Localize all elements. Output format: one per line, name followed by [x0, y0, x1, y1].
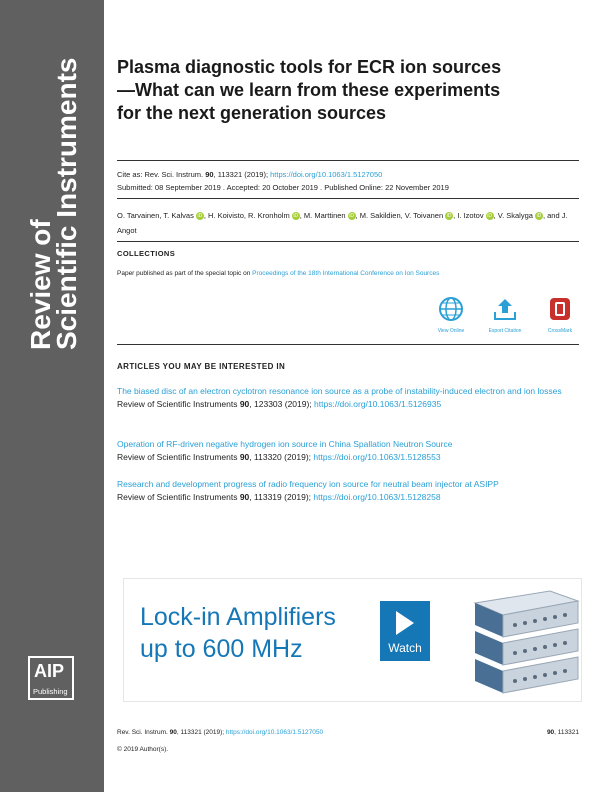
- export-icon: [494, 299, 516, 320]
- authors: O. Tarvainen, T. Kalvas iD, H. Koivisto, …: [117, 208, 579, 238]
- journal-name: Review of Scientific Instruments: [25, 20, 82, 350]
- collections-text: Paper published as part of the special t…: [117, 270, 439, 277]
- tools-divider: [117, 344, 579, 345]
- collections-link[interactable]: Proceedings of the 18th International Co…: [252, 270, 440, 277]
- lock-in-amplifier-device-image: [473, 590, 580, 694]
- logo-sub-text: Publishing: [33, 687, 68, 696]
- author-text: , and J. Angot: [117, 211, 568, 235]
- dates-divider: [117, 198, 579, 199]
- publication-dates: Submitted: 08 September 2019 . Accepted:…: [117, 183, 449, 192]
- footer-journal: Rev. Sci. Instrum.: [117, 729, 170, 736]
- footer-page-ref: 90, 113321: [547, 729, 579, 736]
- author-text: , I. Izotov: [453, 211, 484, 220]
- related-article-ref: Review of Scientific Instruments 90, 113…: [117, 451, 579, 464]
- crossmark-label: CrossMark: [547, 328, 573, 334]
- ref-volume: 90: [239, 492, 250, 502]
- related-article-ref: Review of Scientific Instruments 90, 123…: [117, 398, 579, 411]
- author-text: , V. Skalyga: [493, 211, 533, 220]
- watch-button[interactable]: Watch: [380, 601, 430, 661]
- orcid-icon[interactable]: iD: [445, 212, 454, 221]
- ref-rest: , 113320 (2019);: [249, 452, 314, 462]
- ref-journal: Review of Scientific Instruments: [117, 492, 240, 502]
- related-heading: ARTICLES YOU MAY BE INTERESTED IN: [117, 362, 286, 371]
- journal-name-line2: Scientific Instruments: [51, 57, 82, 350]
- crossmark-button[interactable]: CrossMark: [540, 296, 580, 334]
- cite-label: Cite as: Rev. Sci. Instrum.: [117, 170, 206, 179]
- orcid-icon[interactable]: iD: [534, 212, 543, 221]
- collections-heading: COLLECTIONS: [117, 249, 176, 258]
- export-citation-button[interactable]: Export Citation: [485, 296, 525, 334]
- author-text: , M. Marttinen: [299, 211, 346, 220]
- ad-headline-line2: up to 600 MHz: [140, 635, 303, 663]
- author-text: , H. Koivisto, R. Kronholm: [203, 211, 290, 220]
- ref-rest: , 123303 (2019);: [249, 399, 315, 409]
- globe-icon: [439, 297, 463, 321]
- footer-rest: , 113321 (2019);: [176, 729, 226, 736]
- logo-main-text: AIP: [34, 661, 65, 681]
- footer-citation: Rev. Sci. Instrum. 90, 113321 (2019); ht…: [117, 729, 323, 736]
- cite-as: Cite as: Rev. Sci. Instrum. 90, 113321 (…: [117, 170, 382, 179]
- ref-volume: 90: [239, 452, 250, 462]
- orcid-icon[interactable]: iD: [485, 212, 494, 221]
- article-title: Plasma diagnostic tools for ECR ion sour…: [117, 57, 502, 123]
- export-citation-label: Export Citation: [488, 328, 522, 334]
- author-text: , M. Sakildien, V. Toivanen: [355, 211, 444, 220]
- orcid-icon[interactable]: iD: [291, 212, 300, 221]
- view-online-label: View Online: [437, 328, 465, 334]
- footer-right-rest: , 113321: [554, 729, 579, 736]
- ref-doi-link[interactable]: https://doi.org/10.1063/1.5126935: [314, 399, 442, 409]
- related-article-ref: Review of Scientific Instruments 90, 113…: [117, 491, 579, 504]
- ref-doi-link[interactable]: https://doi.org/10.1063/1.5128553: [313, 452, 441, 462]
- cite-rest: , 113321 (2019);: [213, 170, 271, 179]
- crossmark-icon: [550, 298, 570, 320]
- aip-publishing-logo[interactable]: AIP Publishing: [28, 656, 74, 700]
- ref-volume: 90: [239, 399, 250, 409]
- ref-journal: Review of Scientific Instruments: [117, 452, 240, 462]
- footer-volume: 90: [169, 729, 177, 736]
- related-article-title[interactable]: Research and development progress of rad…: [117, 479, 499, 489]
- ref-journal: Review of Scientific Instruments: [117, 399, 240, 409]
- related-article-title[interactable]: The biased disc of an electron cyclotron…: [117, 386, 562, 396]
- view-online-button[interactable]: View Online: [431, 296, 471, 334]
- ad-headline-line1: Lock-in Amplifiers: [140, 603, 336, 631]
- cite-doi-link[interactable]: https://doi.org/10.1063/1.5127050: [270, 170, 383, 179]
- related-article-title[interactable]: Operation of RF-driven negative hydrogen…: [117, 439, 453, 449]
- ref-rest: , 113319 (2019);: [249, 492, 314, 502]
- title-divider: [117, 160, 579, 161]
- orcid-icon[interactable]: iD: [347, 212, 356, 221]
- copyright: © 2019 Author(s).: [117, 746, 169, 753]
- collections-prefix: Paper published as part of the special t…: [117, 270, 253, 277]
- play-icon: [396, 611, 414, 635]
- related-article: Research and development progress of rad…: [117, 478, 579, 504]
- cite-volume: 90: [205, 170, 214, 179]
- advertisement-banner[interactable]: Lock-in Amplifiers up to 600 MHz Watch: [123, 578, 582, 702]
- orcid-icon[interactable]: iD: [195, 212, 204, 221]
- authors-divider: [117, 241, 579, 242]
- ref-doi-link[interactable]: https://doi.org/10.1063/1.5128258: [313, 492, 441, 502]
- footer-doi-link[interactable]: https://doi.org/10.1063/1.5127050: [225, 729, 324, 736]
- footer-right-volume: 90: [546, 729, 555, 736]
- related-article: Operation of RF-driven negative hydrogen…: [117, 438, 579, 464]
- sidebar: Review of Scientific Instruments AIP Pub…: [0, 0, 104, 792]
- related-article: The biased disc of an electron cyclotron…: [117, 385, 579, 411]
- author-text: O. Tarvainen, T. Kalvas: [117, 211, 194, 220]
- watch-label: Watch: [388, 641, 422, 655]
